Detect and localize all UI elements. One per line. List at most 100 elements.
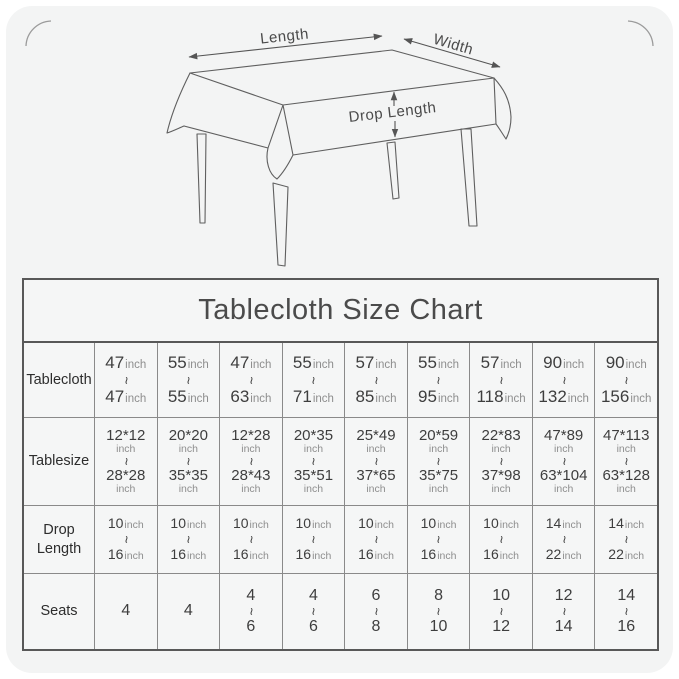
- value-number: 16: [358, 546, 374, 562]
- range-top: 14inch: [608, 515, 644, 533]
- range-tilde: ~: [618, 535, 635, 544]
- range-top: 10inch: [170, 515, 206, 533]
- row-label-tablecloth: Tablecloth: [26, 371, 92, 388]
- range-bottom: 8: [372, 618, 381, 636]
- range-top: 20*20 inch: [169, 428, 208, 455]
- value-number: 16: [170, 546, 186, 562]
- range-bottom: 22inch: [546, 546, 582, 564]
- value-number: 20*59: [418, 427, 459, 445]
- size-cell: 47inch ~63inch: [219, 343, 282, 417]
- value-number: 28*43: [231, 467, 271, 484]
- size-cell: 8 ~10: [406, 573, 470, 649]
- value-number: 55: [418, 353, 437, 373]
- range-top: 20*59 inch: [419, 428, 458, 455]
- value-number: 47: [105, 386, 125, 406]
- value-number: 10: [170, 514, 186, 531]
- value-unit: inch: [374, 518, 394, 531]
- value-number: 10: [295, 514, 312, 531]
- range-top: 10inch: [296, 515, 332, 533]
- range-tilde: ~: [305, 375, 322, 385]
- value-unit: inch: [186, 518, 207, 531]
- value-unit: inch: [366, 442, 386, 455]
- range-bottom: 14: [555, 618, 573, 636]
- cloth-front-drape: [266, 104, 294, 180]
- range-tilde: ~: [118, 457, 135, 466]
- range-top: 55inch: [168, 353, 209, 373]
- size-cell: 10inch ~16inch: [94, 505, 157, 573]
- value-number: 8: [434, 586, 443, 604]
- size-cell: 55inch ~55inch: [156, 343, 220, 417]
- value-number: 57: [355, 353, 375, 373]
- value-number: 10: [420, 514, 437, 531]
- value-number: 10: [483, 514, 499, 531]
- value-unit: inch: [437, 550, 457, 562]
- value-unit: inch: [250, 392, 272, 405]
- width-arrow: [403, 38, 501, 68]
- range-bottom: 22inch: [608, 546, 644, 564]
- value-unit: inch: [499, 518, 520, 531]
- range-tilde: ~: [368, 457, 385, 466]
- range-bottom: 16inch: [170, 546, 206, 564]
- value-unit: inch: [241, 442, 261, 455]
- range-tilde: ~: [305, 607, 322, 616]
- range-tilde: ~: [305, 457, 322, 466]
- value-number: 22: [545, 546, 562, 562]
- value-number: 10: [429, 618, 448, 635]
- range-tilde: ~: [493, 375, 510, 385]
- value-number: 4: [308, 586, 318, 604]
- value-unit: inch: [116, 442, 136, 455]
- range-bottom: 63inch: [230, 387, 271, 407]
- range-top: 47inch: [105, 353, 146, 373]
- size-cell: 10inch ~16inch: [469, 505, 532, 573]
- value-number: 16: [617, 618, 636, 635]
- range-tilde: ~: [180, 375, 197, 385]
- value-number: 47*113: [603, 427, 650, 445]
- value-unit: inch: [375, 359, 397, 372]
- cloth-right-hem: [292, 123, 497, 156]
- range-bottom: 37*65 inch: [356, 468, 395, 495]
- width-label: Width: [431, 31, 475, 59]
- range-bottom: 63*128 inch: [602, 468, 650, 495]
- range-tilde: ~: [556, 607, 573, 616]
- size-cell: 10inch ~16inch: [219, 505, 282, 573]
- cloth-right-corner-drape: [493, 77, 512, 140]
- corner-arc-top-right: [627, 20, 654, 47]
- size-cell: 57inch ~118inch: [469, 343, 532, 417]
- value-unit: inch: [563, 359, 585, 372]
- value-number: 71: [292, 386, 312, 406]
- length-label: Length: [259, 25, 309, 47]
- range-bottom: 16inch: [358, 546, 394, 564]
- cloth-left-hem: [183, 125, 269, 149]
- range-bottom: 28*28 inch: [106, 468, 145, 495]
- value-number: 47*89: [544, 427, 584, 445]
- size-cell: 47*113 inch ~63*128 inch: [594, 417, 657, 505]
- range-top: 10inch: [483, 515, 519, 533]
- range-tilde: ~: [243, 607, 260, 616]
- value-number: 90: [605, 353, 625, 373]
- value-number: 63*104: [539, 467, 588, 484]
- size-cell: 10inch ~16inch: [156, 505, 220, 573]
- range-top: 90inch: [543, 353, 584, 373]
- value-number: 28*28: [106, 467, 146, 484]
- value-unit: inch: [562, 518, 582, 531]
- range-tilde: ~: [305, 535, 322, 544]
- value-unit: inch: [437, 518, 457, 531]
- value-number: 132: [538, 386, 567, 406]
- value-number: 14: [554, 618, 573, 635]
- value-unit: inch: [125, 359, 147, 372]
- size-chart-table: Tablecloth Size Chart Tablecloth 47inch ~4…: [22, 278, 659, 651]
- value-unit: inch: [186, 550, 207, 562]
- range-top: 47inch: [230, 353, 271, 373]
- range-top: 14: [617, 587, 635, 605]
- value-number: 118: [476, 386, 504, 406]
- value-number: 6: [371, 586, 381, 604]
- range-top: 22*83 inch: [481, 428, 520, 455]
- row-label-seats: Seats: [24, 573, 94, 649]
- value-number: 14: [608, 514, 624, 531]
- range-top: 20*35 inch: [294, 428, 333, 455]
- size-cell: 6 ~8: [344, 573, 407, 649]
- value-number: 37*65: [356, 467, 396, 484]
- size-cell: 57inch ~85inch: [344, 343, 407, 417]
- size-cell: 55inch ~71inch: [281, 343, 345, 417]
- value-unit: inch: [312, 359, 334, 372]
